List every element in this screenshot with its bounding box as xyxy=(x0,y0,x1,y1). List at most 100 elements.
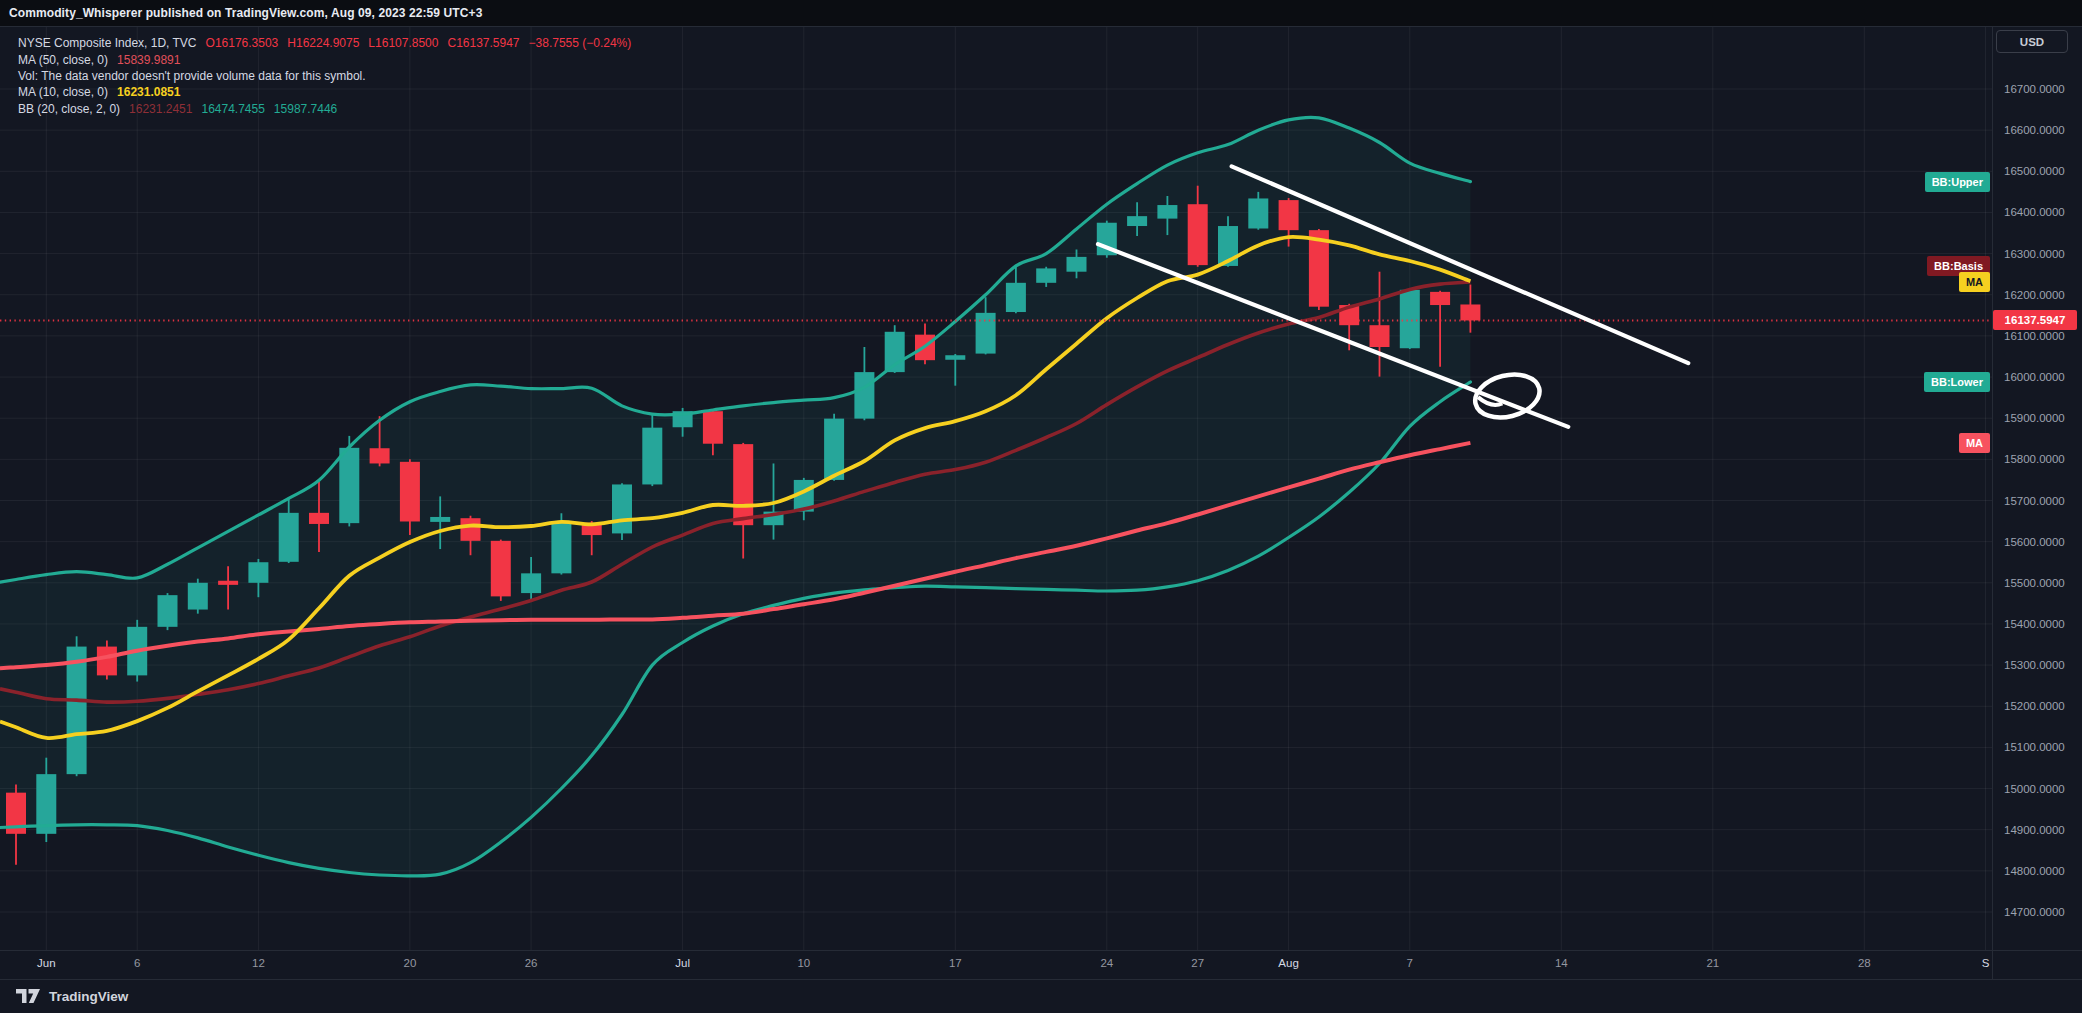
time-axis-label: 21 xyxy=(1706,957,1719,969)
time-axis-label: Jun xyxy=(37,957,56,969)
price-axis-label: 15100.0000 xyxy=(2004,741,2065,753)
price-axis-label: 16100.0000 xyxy=(2004,330,2065,342)
publish-header: Commodity_Whisperer published on Trading… xyxy=(0,0,2082,27)
candle-body xyxy=(1400,290,1420,348)
symbol-title: NYSE Composite Index, 1D, TVC xyxy=(18,36,197,50)
candle-body xyxy=(218,581,238,585)
candle-body xyxy=(551,523,571,574)
price-axis-label: 15300.0000 xyxy=(2004,659,2065,671)
time-axis-label: 24 xyxy=(1100,957,1113,969)
price-axis-label: 16000.0000 xyxy=(2004,371,2065,383)
legend-close-value: 16137.5947 xyxy=(456,36,519,50)
time-axis-border xyxy=(0,950,2082,951)
legend-ma10-row[interactable]: MA (10, close, 0) 16231.0851 xyxy=(18,84,631,100)
candle-body xyxy=(1248,198,1268,228)
ma10-label: MA (10, close, 0) xyxy=(18,85,108,99)
price-chart-canvas[interactable] xyxy=(0,0,2082,1013)
legend-ma50-row[interactable]: MA (50, close, 0) 15839.9891 xyxy=(18,51,631,67)
time-axis-label: 27 xyxy=(1191,957,1204,969)
candle-body xyxy=(430,517,450,522)
price-axis-label: 16300.0000 xyxy=(2004,248,2065,260)
legend-change-value: −38.7555 (−0.24%) xyxy=(529,36,632,50)
candle-body xyxy=(67,647,87,775)
currency-usd-button[interactable]: USD xyxy=(1996,30,2068,53)
tradingview-brand-text: TradingView xyxy=(49,989,128,1004)
legend-high-value: 16224.9075 xyxy=(296,36,359,50)
price-axis-label: 16400.0000 xyxy=(2004,206,2065,218)
bb-lower-badge: BB:Lower xyxy=(1924,372,1990,392)
price-axis-label: 15600.0000 xyxy=(2004,536,2065,548)
candle-body xyxy=(491,541,511,597)
legend-bb-row[interactable]: BB (20, close, 2, 0)16231.245116474.7455… xyxy=(18,101,631,117)
candle-body xyxy=(612,484,632,533)
candle-body xyxy=(339,448,359,523)
ma10-badge: MA xyxy=(1959,272,1990,292)
candle-body xyxy=(1127,216,1147,226)
bb-lower-value: 15987.7446 xyxy=(274,102,337,116)
legend-vol-row[interactable]: Vol: The data vendor doesn't provide vol… xyxy=(18,68,631,84)
legend-open-value: 16176.3503 xyxy=(215,36,278,50)
tradingview-logo-icon xyxy=(16,988,42,1005)
candle-body xyxy=(400,462,420,522)
candle-body xyxy=(279,513,299,562)
publish-header-text: Commodity_Whisperer published on Trading… xyxy=(9,6,482,20)
bb-upper-badge: BB:Upper xyxy=(1925,172,1990,192)
vol-message: Vol: The data vendor doesn't provide vol… xyxy=(18,69,366,83)
tradingview-published-chart: Commodity_Whisperer published on Trading… xyxy=(0,0,2082,1013)
price-axis-label: 16200.0000 xyxy=(2004,289,2065,301)
time-axis-label: 17 xyxy=(949,957,962,969)
time-axis-label: 14 xyxy=(1555,957,1568,969)
price-axis-label: 14700.0000 xyxy=(2004,906,2065,918)
candle-body xyxy=(703,411,723,444)
time-axis-label: 12 xyxy=(252,957,265,969)
price-axis-label: 15700.0000 xyxy=(2004,495,2065,507)
price-axis-label: 16600.0000 xyxy=(2004,124,2065,136)
ellipse-annotation[interactable] xyxy=(1471,368,1544,424)
ma50-badge: MA xyxy=(1959,433,1990,453)
price-axis-label: 14900.0000 xyxy=(2004,824,2065,836)
candle-body xyxy=(461,518,481,541)
price-axis-label: 16700.0000 xyxy=(2004,83,2065,95)
candle-body xyxy=(1067,257,1087,272)
candle-body xyxy=(1279,200,1299,230)
candle-body xyxy=(1460,304,1480,320)
legend-symbol-row[interactable]: NYSE Composite Index, 1D, TVCO16176.3503… xyxy=(18,35,631,51)
price-axis-label: 15200.0000 xyxy=(2004,700,2065,712)
ma10-value: 16231.0851 xyxy=(117,85,180,99)
candle-body xyxy=(97,647,117,676)
candle-body xyxy=(854,372,874,418)
time-axis-label: 7 xyxy=(1407,957,1413,969)
candle-body xyxy=(1036,268,1056,282)
time-axis-label: 26 xyxy=(525,957,538,969)
time-axis-label: S xyxy=(1982,957,1990,969)
price-axis-label: 14800.0000 xyxy=(2004,865,2065,877)
price-axis-label: 15900.0000 xyxy=(2004,412,2065,424)
footer-border xyxy=(0,979,2082,980)
time-axis-label: 28 xyxy=(1858,957,1871,969)
candle-body xyxy=(976,313,996,354)
candle-body xyxy=(1188,204,1208,265)
time-axis-label: Aug xyxy=(1278,957,1298,969)
tradingview-logo[interactable]: TradingView xyxy=(16,988,128,1005)
price-axis-label: 15500.0000 xyxy=(2004,577,2065,589)
price-axis-label: 15800.0000 xyxy=(2004,453,2065,465)
candle-body xyxy=(945,355,965,360)
bb-label: BB (20, close, 2, 0) xyxy=(18,102,120,116)
price-axis-label: 15400.0000 xyxy=(2004,618,2065,630)
time-axis-label: 10 xyxy=(797,957,810,969)
candle-body xyxy=(521,573,541,593)
ma50-value: 15839.9891 xyxy=(117,53,180,67)
candle-body xyxy=(1006,283,1026,312)
chart-legend: NYSE Composite Index, 1D, TVCO16176.3503… xyxy=(18,35,631,117)
price-axis-label: 16500.0000 xyxy=(2004,165,2065,177)
candle-body xyxy=(1430,292,1450,305)
price-axis-label: 15000.0000 xyxy=(2004,783,2065,795)
price-axis-border xyxy=(1992,27,1993,979)
time-axis-label: Jul xyxy=(675,957,690,969)
candle-body xyxy=(309,513,329,524)
candle-body xyxy=(733,444,753,525)
bb-upper-value: 16474.7455 xyxy=(201,102,264,116)
ma50-label: MA (50, close, 0) xyxy=(18,53,108,67)
last-price-badge: 16137.5947 xyxy=(1993,310,2077,330)
candle-body xyxy=(248,562,268,583)
